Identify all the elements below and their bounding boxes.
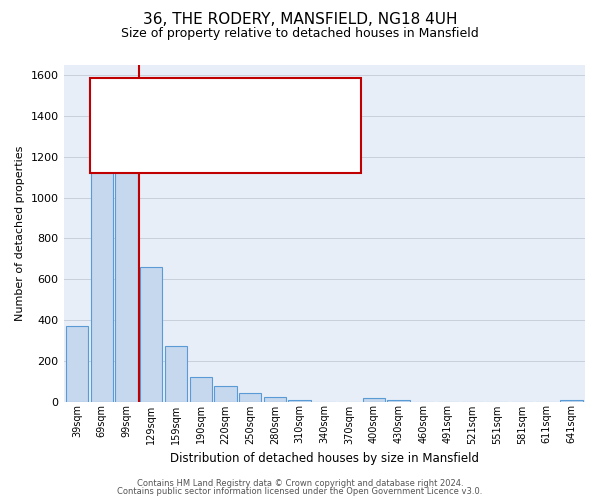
Bar [66,326,88,402]
Bar [560,400,583,402]
Bar [387,400,410,402]
Bar [190,377,212,402]
Bar [115,154,137,402]
Text: Contains public sector information licensed under the Open Government Licence v3: Contains public sector information licen… [118,487,482,496]
Bar [165,346,187,402]
Text: Contains HM Land Registry data © Crown copyright and database right 2024.: Contains HM Land Registry data © Crown c… [137,478,463,488]
X-axis label: Distribution of detached houses by size in Mansfield: Distribution of detached houses by size … [170,452,479,465]
Text: 36, THE RODERY, MANSFIELD, NG18 4UH: 36, THE RODERY, MANSFIELD, NG18 4UH [143,12,457,28]
Bar [140,267,163,402]
Text: Size of property relative to detached houses in Mansfield: Size of property relative to detached ho… [121,28,479,40]
Bar [91,146,113,402]
Bar [239,394,261,402]
Bar [214,386,236,402]
Bar [289,400,311,402]
Bar [362,398,385,402]
Bar [264,398,286,402]
Y-axis label: Number of detached properties: Number of detached properties [15,146,25,321]
